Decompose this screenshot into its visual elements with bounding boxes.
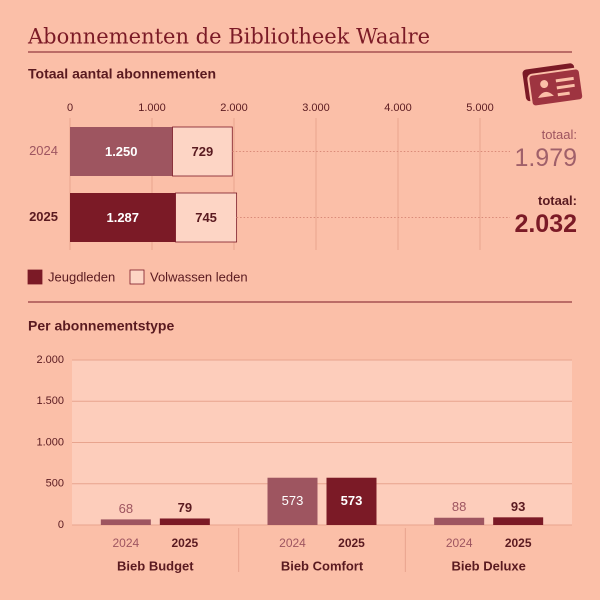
chart-title: Per abonnementstype — [28, 318, 174, 334]
x-tick-label: Bieb Comfort — [281, 558, 364, 573]
chart-title: Totaal aantal abonnementen — [28, 66, 216, 82]
bar-value-label: 68 — [119, 501, 133, 516]
bar-value-label: 745 — [195, 210, 217, 225]
x-tick-label: 5.000 — [466, 102, 494, 114]
legend-swatch — [129, 269, 145, 285]
y-tick-label: 500 — [46, 478, 64, 490]
y-tick-label: 0 — [58, 519, 64, 531]
bar — [267, 477, 318, 525]
bar-segment — [172, 126, 233, 177]
bar — [100, 519, 151, 525]
legend-swatch — [27, 269, 43, 285]
total-caption: totaal: — [538, 193, 577, 208]
legend-label: Volwassen leden — [150, 269, 248, 284]
legend-label: Jeugdleden — [48, 269, 115, 284]
series-label: 2025 — [505, 536, 532, 550]
bar-value-label: 573 — [282, 493, 304, 508]
bar-value-label: 1.250 — [105, 144, 138, 159]
bar-value-label: 1.287 — [106, 210, 139, 225]
bar-segment — [70, 127, 173, 176]
series-label: 2024 — [279, 536, 306, 550]
bar-value-label: 88 — [452, 499, 466, 514]
total-value: 2.032 — [514, 210, 577, 238]
total-caption: totaal: — [542, 127, 577, 142]
y-tick-label: 1.000 — [36, 436, 64, 448]
bar-segment — [175, 192, 238, 243]
y-tick-label: 1.500 — [36, 395, 64, 407]
bar-value-label: 729 — [192, 144, 214, 159]
bar-value-label: 93 — [511, 499, 525, 514]
x-tick-label: 3.000 — [302, 102, 330, 114]
x-tick-label: Bieb Budget — [117, 558, 194, 573]
series-label: 2024 — [446, 536, 473, 550]
total-value: 1.979 — [514, 144, 577, 172]
x-tick-label: 0 — [67, 102, 73, 114]
bar-value-label: 573 — [341, 493, 363, 508]
y-tick-label: 2025 — [29, 209, 58, 224]
y-tick-label: 2024 — [29, 143, 58, 158]
x-tick-label: Bieb Deluxe — [451, 558, 525, 573]
x-tick-label: 1.000 — [138, 102, 166, 114]
bar — [493, 517, 544, 525]
card-icon — [522, 63, 585, 108]
page-title: Abonnementen de Bibliotheek Waalre — [27, 25, 430, 49]
y-tick-label: 2.000 — [36, 354, 64, 366]
x-tick-label: 2.000 — [220, 102, 248, 114]
bar — [434, 517, 485, 525]
bar-value-label: 79 — [178, 500, 192, 515]
series-label: 2024 — [112, 536, 139, 550]
series-label: 2025 — [338, 536, 365, 550]
x-tick-label: 4.000 — [384, 102, 412, 114]
bar — [159, 518, 210, 525]
bar — [326, 477, 377, 525]
bar-segment — [70, 193, 176, 242]
series-label: 2025 — [171, 536, 198, 550]
